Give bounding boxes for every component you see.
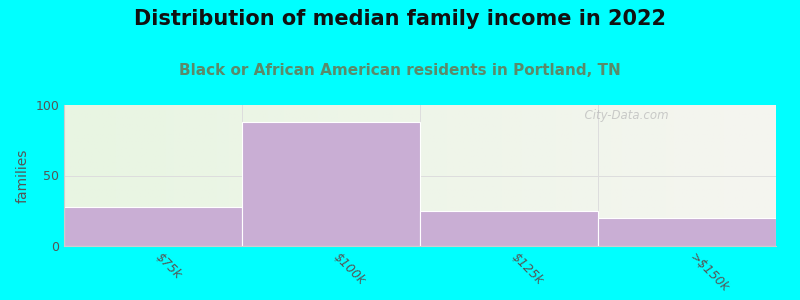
Text: Distribution of median family income in 2022: Distribution of median family income in … (134, 9, 666, 29)
Text: City-Data.com: City-Data.com (577, 109, 668, 122)
Bar (598, 218, 776, 246)
Bar (420, 211, 598, 246)
Bar (242, 122, 420, 246)
Y-axis label: families: families (16, 148, 30, 203)
Text: Black or African American residents in Portland, TN: Black or African American residents in P… (179, 63, 621, 78)
Bar (64, 206, 242, 246)
